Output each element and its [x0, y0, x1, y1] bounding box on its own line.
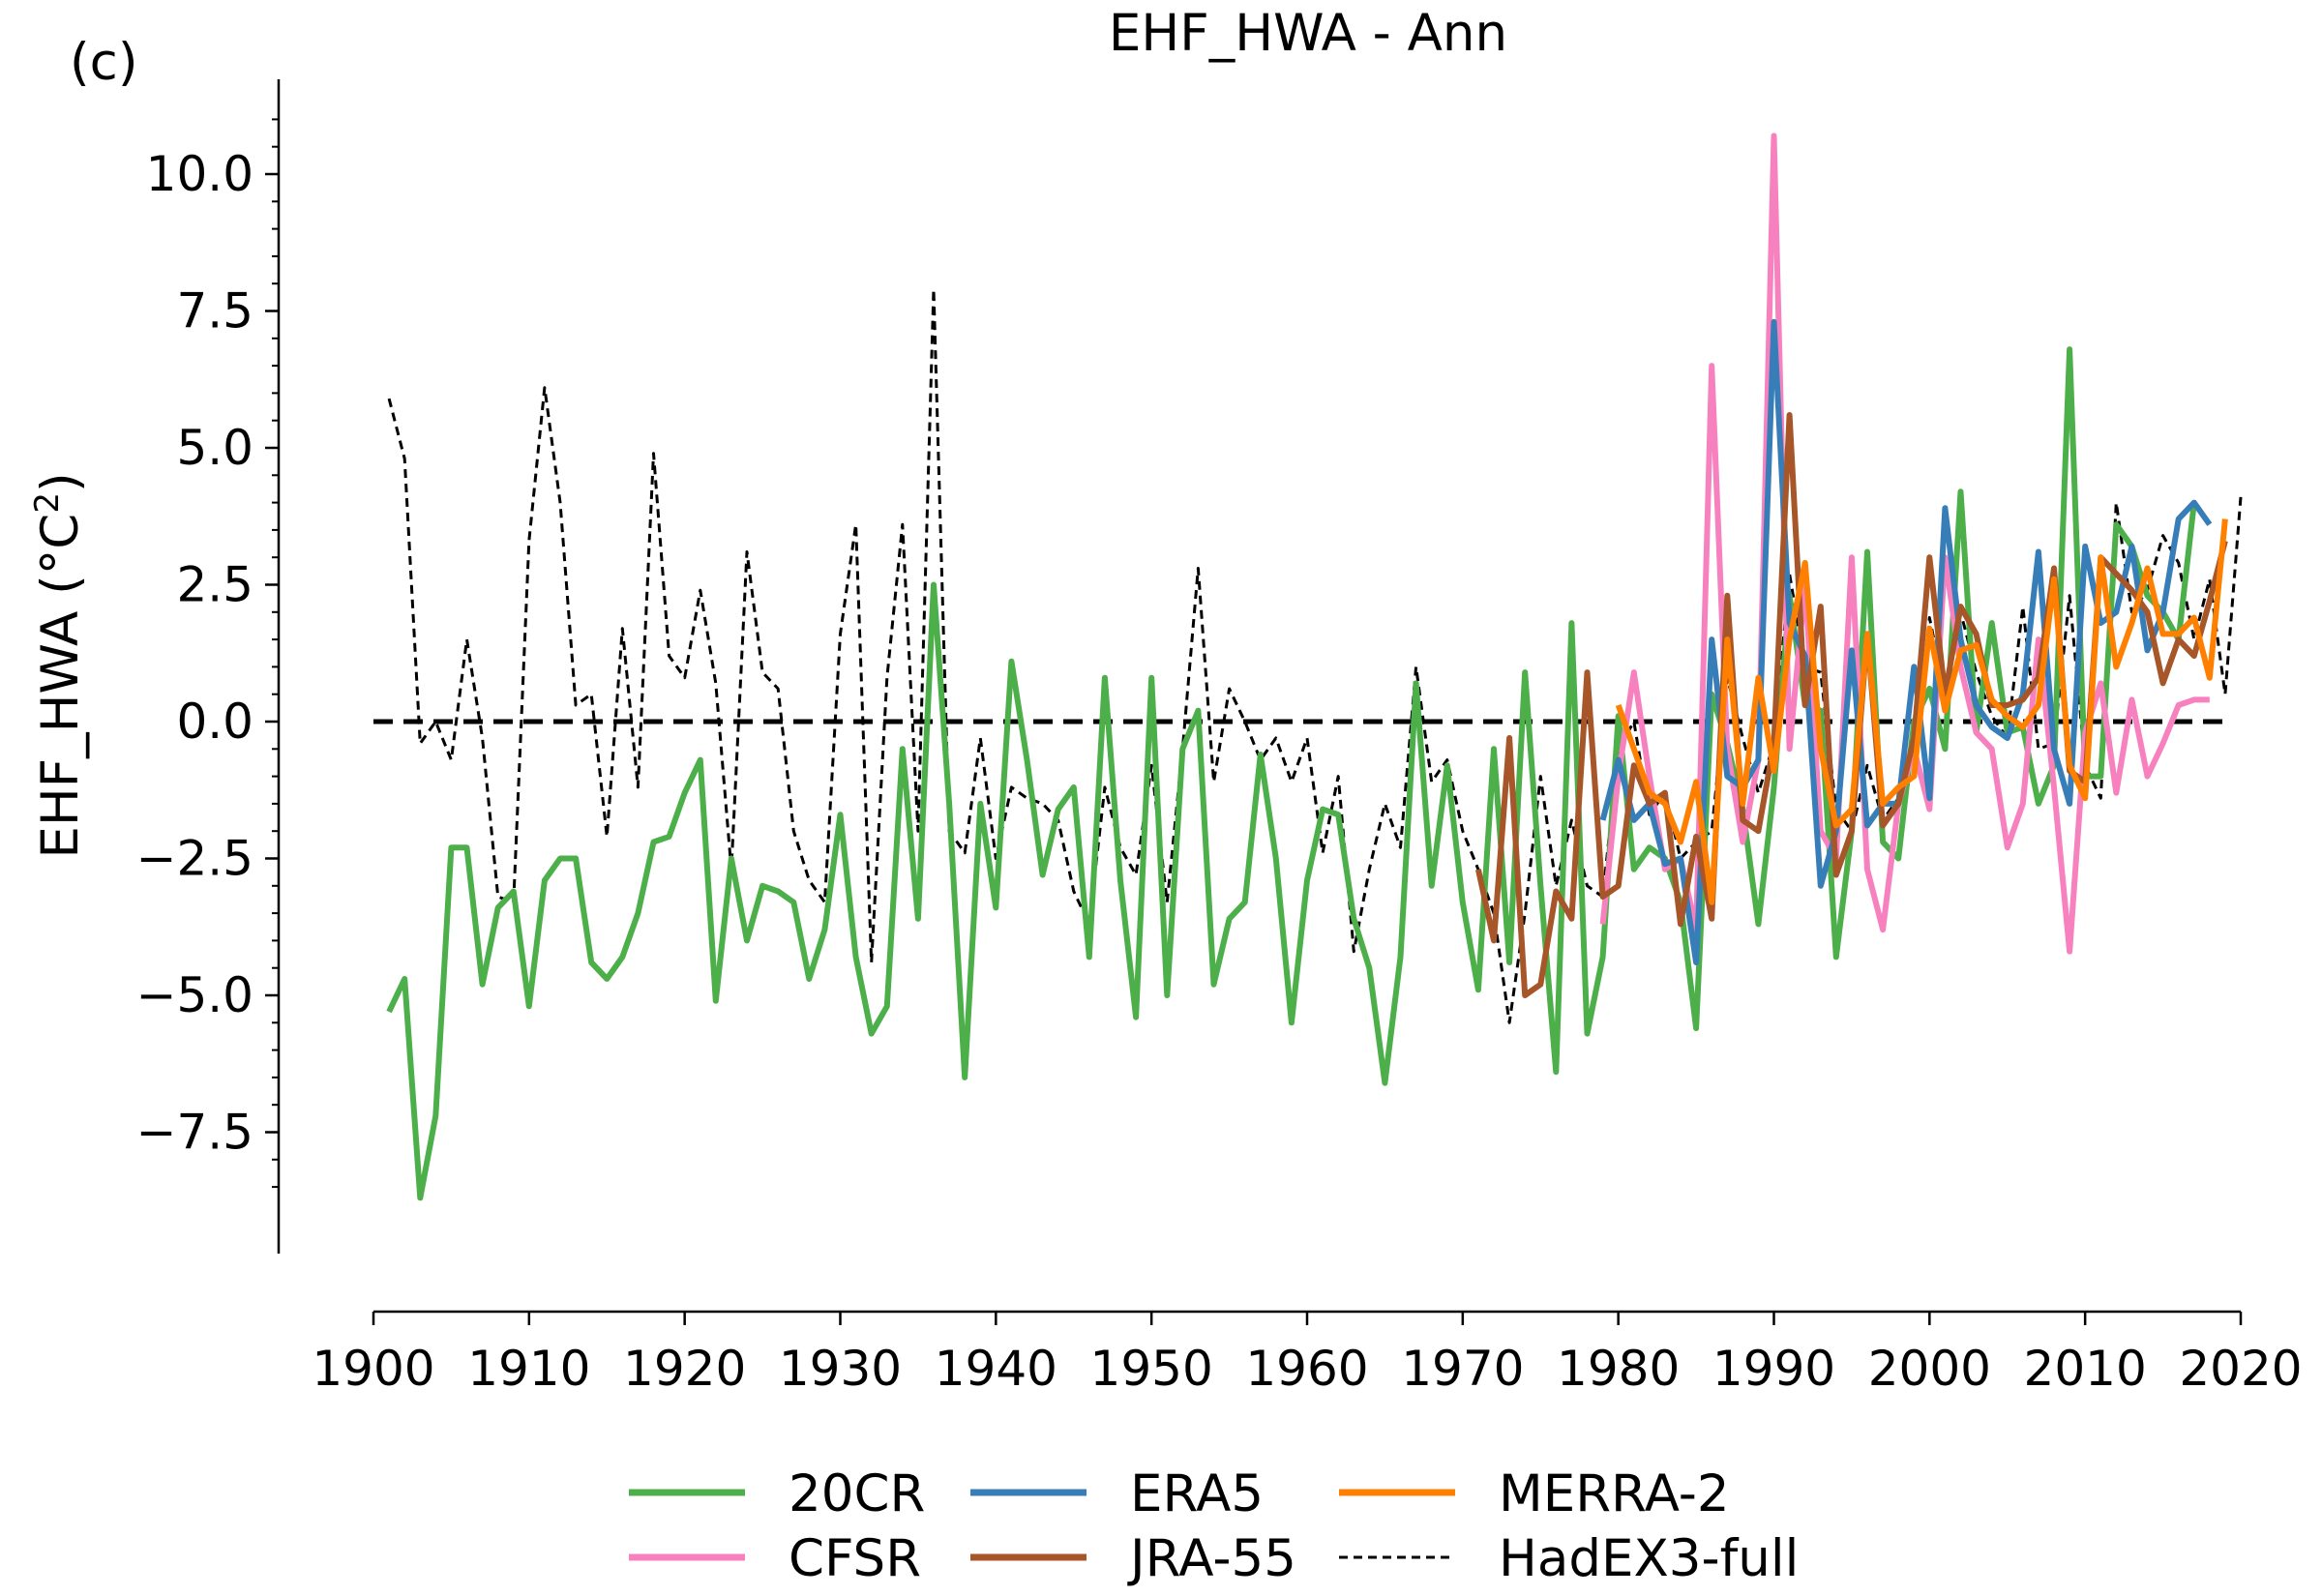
y-tick-label: −7.5	[136, 1105, 253, 1161]
legend-label-era5: ERA5	[1130, 1464, 1264, 1523]
series-line-cfsr	[1599, 133, 2210, 955]
legend-label-jra-55: JRA-55	[1127, 1529, 1296, 1588]
x-tick-label: 1950	[1090, 1341, 1213, 1397]
legend-label-20cr: 20CR	[789, 1464, 925, 1523]
y-tick-label: 7.5	[176, 283, 253, 340]
x-tick-label: 1910	[467, 1341, 590, 1397]
x-tick-label: 2000	[1868, 1341, 1991, 1397]
series-line-jra-55	[1474, 412, 2228, 998]
series-line-era5	[1599, 318, 2213, 965]
legend-label-hadex3-full: HadEX3-full	[1499, 1529, 1799, 1588]
x-tick-label: 1930	[779, 1341, 902, 1397]
x-tick-label: 1940	[935, 1341, 1057, 1397]
x-tick-label: 1990	[1712, 1341, 1835, 1397]
chart-title: EHF_HWA - Ann	[1109, 4, 1507, 63]
x-tick-label: 1960	[1245, 1341, 1368, 1397]
x-tick-label: 1920	[623, 1341, 746, 1397]
y-axis-label-main: EHF_HWA (°C	[31, 514, 90, 859]
series-line-20cr	[386, 346, 2197, 1201]
y-axis-label-end: )	[31, 472, 90, 492]
x-tick-label: 1970	[1401, 1341, 1524, 1397]
y-axis-label-superscript: 2	[28, 492, 67, 514]
x-tick-label: 1900	[312, 1341, 434, 1397]
series-line-merra-2	[1615, 518, 2228, 905]
panel-label: (c)	[70, 33, 138, 92]
x-axis: 1900 1910 1920 1930 1940 1950 1960 1970 1980 1990…	[312, 1310, 2303, 1397]
legend: 20CR ERA5 MERRA-2 CFSR JRA-55 HadEX3-full	[629, 1464, 1799, 1588]
y-tick-label: 5.0	[176, 420, 253, 476]
y-tick-label: −2.5	[136, 831, 253, 887]
y-tick-label: −5.0	[136, 967, 253, 1023]
legend-label-merra-2: MERRA-2	[1499, 1464, 1730, 1523]
y-tick-label: 0.0	[176, 694, 253, 750]
y-tick-label: 2.5	[176, 557, 253, 613]
y-axis: −7.5 −5.0 −2.5 0.0 2.5 5.0 7.5 10.0	[136, 79, 281, 1254]
x-tick-label: 2020	[2179, 1341, 2302, 1397]
y-tick-label: 10.0	[146, 146, 253, 202]
x-tick-label: 1980	[1557, 1341, 1680, 1397]
y-axis-label: EHF_HWA (°C2)	[28, 472, 90, 858]
x-tick-label: 2010	[2024, 1341, 2147, 1397]
series-layer	[386, 133, 2243, 1201]
legend-label-cfsr: CFSR	[789, 1529, 921, 1588]
